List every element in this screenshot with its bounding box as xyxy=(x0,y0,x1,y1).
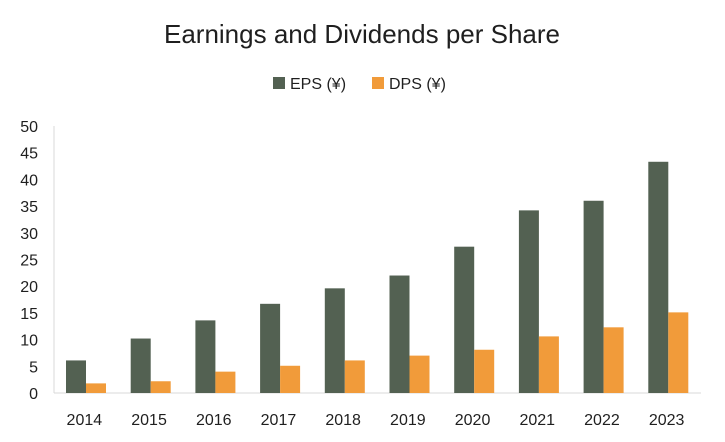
eps-bar-2016 xyxy=(195,320,216,393)
legend-label-dps: DPS (¥) xyxy=(389,76,446,93)
bars xyxy=(66,161,689,393)
chart-title: Earnings and Dividends per Share xyxy=(164,19,560,49)
legend-label-eps: EPS (¥) xyxy=(290,76,346,93)
eps-bar-2021 xyxy=(518,210,539,393)
y-tick-label: 20 xyxy=(20,279,38,296)
y-tick-label: 0 xyxy=(29,386,38,403)
y-tick-labels: 0 5 10 15 20 25 30 35 40 45 50 xyxy=(20,119,38,403)
x-tick-label: 2015 xyxy=(131,412,167,429)
x-tick-label: 2018 xyxy=(325,412,361,429)
x-tick-label: 2016 xyxy=(196,412,232,429)
eps-bar-2022 xyxy=(583,200,604,393)
y-tick-label: 25 xyxy=(20,253,38,270)
dps-bar-2020 xyxy=(474,349,495,393)
eps-bar-2017 xyxy=(260,303,281,393)
y-tick-label: 30 xyxy=(20,226,38,243)
y-tick-label: 15 xyxy=(20,306,38,323)
x-tick-labels: 2014 2015 2016 2017 2018 2019 2020 2021 2022 2023 xyxy=(67,412,685,429)
dps-bar-2014 xyxy=(86,383,106,393)
legend-swatch-dps xyxy=(372,77,384,89)
eps-bar-2018 xyxy=(324,288,345,393)
x-tick-label: 2019 xyxy=(390,412,426,429)
dps-bar-2023 xyxy=(668,312,689,393)
y-tick-label: 35 xyxy=(20,199,38,216)
x-tick-label: 2017 xyxy=(261,412,297,429)
y-tick-label: 45 xyxy=(20,146,38,163)
x-tick-label: 2022 xyxy=(584,412,620,429)
x-tick-label: 2014 xyxy=(67,412,103,429)
y-tick-label: 50 xyxy=(20,119,38,136)
eps-bar-2014 xyxy=(66,360,86,393)
eps-bar-2020 xyxy=(454,246,475,393)
eps-bar-2015 xyxy=(130,338,151,393)
eps-bar-2023 xyxy=(648,161,669,393)
x-tick-label: 2021 xyxy=(519,412,555,429)
legend: EPS (¥) DPS (¥) xyxy=(273,76,446,93)
x-tick-label: 2023 xyxy=(649,412,685,429)
x-tick-label: 2020 xyxy=(455,412,491,429)
dps-bar-2019 xyxy=(409,355,430,393)
y-tick-label: 10 xyxy=(20,333,38,350)
dps-bar-2016 xyxy=(215,371,236,393)
legend-swatch-eps xyxy=(273,77,285,89)
dps-bar-2015 xyxy=(150,381,171,393)
dps-bar-2021 xyxy=(538,336,559,393)
y-tick-label: 40 xyxy=(20,172,38,189)
eps-bar-2019 xyxy=(389,275,410,393)
dps-bar-2018 xyxy=(344,360,365,393)
dps-bar-2017 xyxy=(280,365,301,393)
dps-bar-2022 xyxy=(603,327,624,393)
y-tick-label: 5 xyxy=(29,359,38,376)
